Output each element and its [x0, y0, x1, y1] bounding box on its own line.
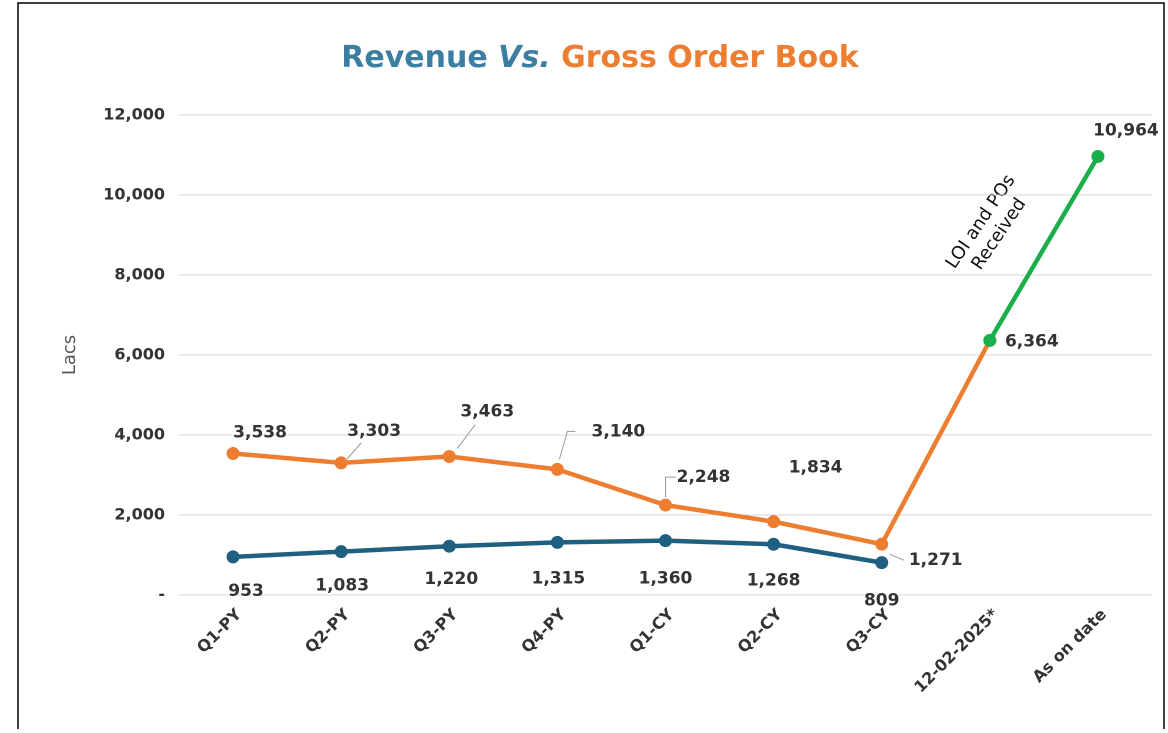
y-tick-label: 8,000 — [114, 265, 165, 284]
data-label: 3,538 — [233, 422, 287, 442]
x-tick-label: 12-02-2025* — [910, 604, 1002, 696]
data-point — [334, 456, 348, 470]
x-tick-label: Q3-CY — [842, 604, 894, 656]
data-point — [334, 545, 348, 559]
data-point — [767, 537, 781, 551]
data-label: 1,268 — [747, 570, 801, 590]
x-tick-label: Q4-PY — [517, 604, 569, 656]
data-label: 1,220 — [424, 569, 478, 589]
data-label: 1,271 — [909, 550, 963, 570]
title-part: Gross Order Book — [561, 40, 860, 75]
y-tick-label: 4,000 — [114, 425, 165, 444]
data-label: 3,463 — [460, 401, 514, 421]
leader-line — [665, 476, 676, 498]
annotation: LOI and POsReceived — [941, 171, 1037, 285]
data-point — [550, 535, 564, 549]
data-label: 6,364 — [1005, 331, 1059, 351]
x-tick-label: Q2-CY — [734, 604, 786, 656]
series-line — [232, 339, 992, 547]
y-tick-label: 10,000 — [103, 185, 165, 204]
data-point — [442, 539, 456, 553]
y-tick-label: 2,000 — [114, 505, 165, 524]
data-label: 1,315 — [531, 568, 585, 588]
data-point — [875, 537, 889, 551]
data-label: 3,303 — [347, 421, 401, 441]
y-axis-label: Lacs — [59, 335, 80, 375]
data-point — [1091, 149, 1105, 163]
title-part: Vs. — [498, 40, 550, 75]
y-tick-label: 6,000 — [114, 345, 165, 364]
leader-line — [346, 442, 362, 460]
data-point — [983, 333, 997, 347]
data-label: 3,140 — [591, 421, 645, 441]
title-part: Revenue — [341, 40, 487, 75]
leader-line — [558, 430, 576, 460]
x-tick-label: Q1-CY — [625, 604, 677, 656]
leader-line — [456, 424, 476, 449]
x-tick-label: Q2-PY — [301, 604, 353, 656]
data-point — [767, 515, 781, 529]
y-tick-label: 12,000 — [103, 105, 165, 124]
data-label: 1,083 — [315, 576, 369, 596]
data-label: 1,360 — [639, 569, 693, 589]
data-label: 953 — [228, 581, 264, 601]
data-label: 809 — [864, 591, 900, 611]
x-tick-label: Q3-PY — [409, 604, 461, 656]
data-point — [659, 498, 672, 512]
data-point — [442, 449, 456, 463]
data-point — [226, 550, 240, 564]
x-tick-label: Q1-PY — [193, 604, 245, 656]
data-point — [659, 534, 672, 548]
data-label: 2,248 — [677, 467, 731, 487]
y-tick-label: - — [158, 585, 165, 604]
chart-title: Revenue Vs. Gross Order Book — [341, 40, 859, 75]
data-point — [550, 462, 564, 476]
chart-border — [17, 2, 1165, 733]
x-tick-label: As on date — [1029, 604, 1111, 686]
data-point — [875, 556, 889, 570]
data-point — [226, 446, 240, 460]
data-label: 10,964 — [1093, 120, 1159, 140]
leader-line — [889, 553, 904, 561]
series-line — [987, 155, 1100, 342]
data-label: 1,834 — [789, 458, 843, 478]
